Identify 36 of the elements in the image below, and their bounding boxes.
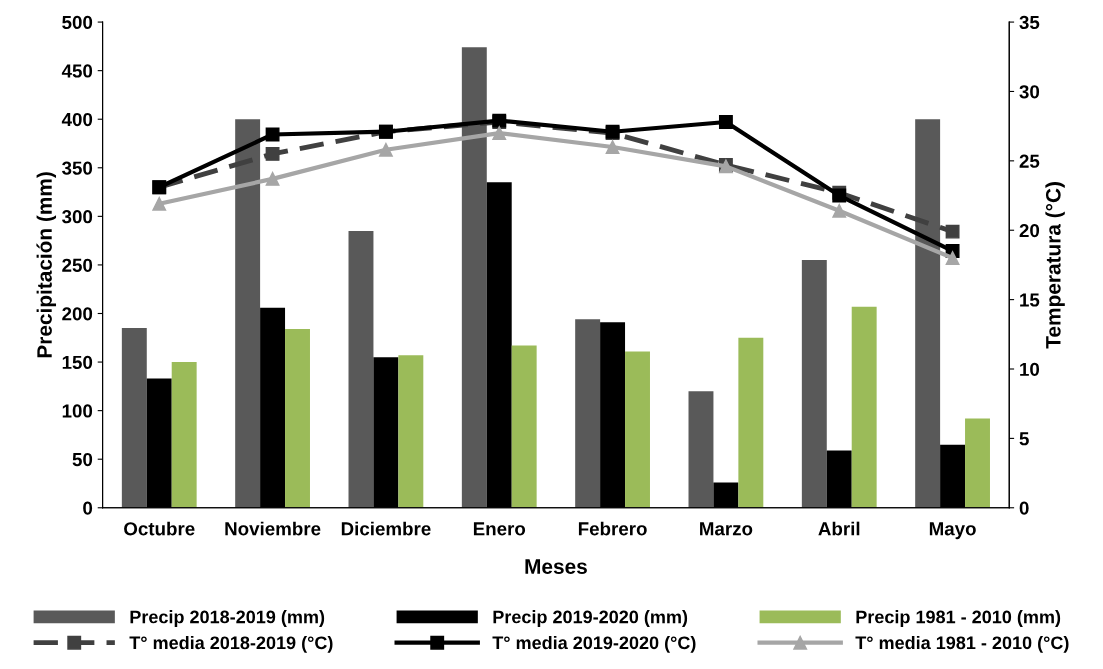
legend-label: Precip 1981 - 2010 (mm) (856, 610, 1061, 627)
y2-tick-label: 25 (1019, 154, 1040, 168)
legend-label: T° media 2018-2019 (°C) (129, 635, 333, 653)
x-tick-label: Enero (473, 522, 526, 536)
y-tick-label: 250 (62, 258, 93, 272)
y2-tick-label: 20 (1019, 223, 1040, 238)
y2-tick-label: 15 (1020, 293, 1040, 307)
y-tick-label: 50 (72, 452, 93, 467)
y2-axis-title: Temperatura (°C) (1045, 182, 1065, 349)
x-tick-label: Abril (818, 521, 860, 536)
y-tick-label: 450 (61, 64, 93, 78)
y2-tick-label: 30 (1019, 85, 1040, 99)
x-axis-title: Meses (525, 559, 587, 574)
y-tick-label: 350 (62, 161, 93, 175)
x-tick-label: Octubre (124, 521, 195, 536)
y-tick-label: 150 (62, 355, 93, 370)
y-tick-label: 200 (62, 307, 93, 321)
y2-tick-label: 0 (1019, 501, 1029, 515)
legend-label: T° media 1981 - 2010 (°C) (855, 635, 1069, 653)
y-tick-label: 100 (62, 404, 93, 418)
x-tick-label: Noviembre (225, 521, 321, 536)
x-tick-label: Diciembre (341, 521, 431, 536)
legend-label: Precip 2018-2019 (mm) (130, 610, 325, 627)
y-tick-label: 500 (62, 15, 93, 30)
x-tick-label: Febrero (578, 521, 647, 536)
y-tick-label: 400 (61, 112, 93, 127)
legend-label: Precip 2019-2020 (mm) (493, 610, 688, 627)
y-tick-label: 300 (62, 210, 93, 224)
y2-tick-label: 35 (1019, 15, 1040, 30)
legend-label: T° media 2019-2020 (°C) (492, 635, 696, 653)
y2-tick-label: 10 (1020, 362, 1040, 376)
x-tick-label: Marzo (700, 522, 753, 536)
y-axis-title: Precipitación (mm) (36, 172, 57, 358)
y2-tick-label: 5 (1019, 432, 1029, 446)
x-tick-label: Mayo (929, 522, 976, 540)
y-tick-label: 0 (83, 501, 93, 515)
